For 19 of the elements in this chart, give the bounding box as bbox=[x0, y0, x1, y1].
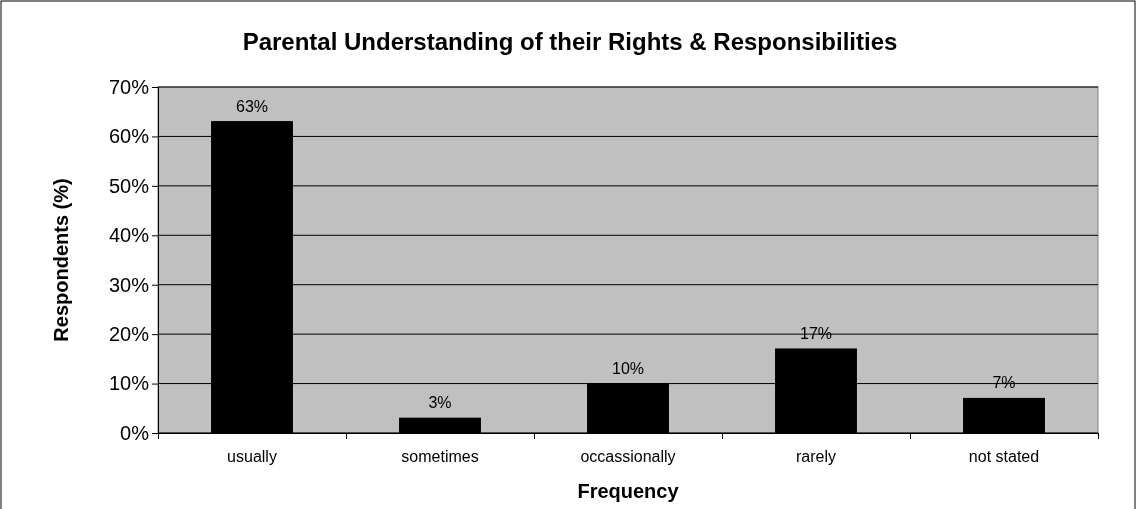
y-tick-label: 20% bbox=[108, 323, 150, 346]
x-tick-label: usually bbox=[227, 448, 277, 465]
y-axis-title: Respondents (%) bbox=[50, 178, 72, 342]
x-tick-label: not stated bbox=[968, 448, 1040, 465]
y-tick-label: 50% bbox=[108, 174, 150, 197]
x-tick-label: rarely bbox=[795, 448, 837, 465]
data-label: 3% bbox=[428, 394, 452, 412]
chart-title: Parental Understanding of their Rights & Responsibilities bbox=[242, 28, 898, 55]
y-tick-label: 0% bbox=[120, 421, 150, 444]
data-label: 10% bbox=[611, 359, 645, 377]
data-label: 63% bbox=[235, 97, 269, 115]
y-tick-label: 70% bbox=[108, 75, 150, 98]
x-axis-title: Frequency bbox=[577, 480, 680, 502]
y-tick-label: 10% bbox=[108, 372, 150, 395]
x-tick-label: occassionally bbox=[580, 448, 676, 465]
y-tick-label: 40% bbox=[108, 224, 150, 247]
x-tick-label: sometimes bbox=[401, 448, 479, 465]
y-tick-label: 30% bbox=[108, 273, 150, 296]
y-tick-label: 60% bbox=[108, 125, 150, 148]
